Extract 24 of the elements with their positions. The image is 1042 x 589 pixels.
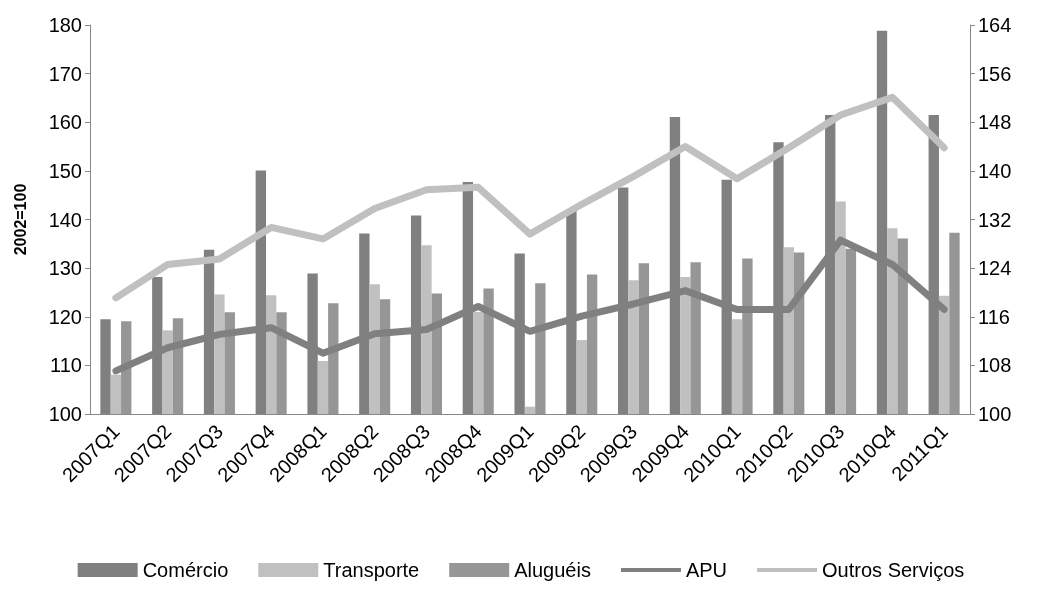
- y2-tick-label: 132: [978, 208, 1012, 231]
- legend-label: APU: [685, 559, 728, 581]
- y2-tick-label: 140: [978, 159, 1012, 182]
- y2-tick-label: 108: [978, 354, 1012, 377]
- y-axis-title: 2002=100: [11, 183, 29, 256]
- y-tick-label: 120: [48, 305, 82, 328]
- y-tick-label: 110: [50, 354, 82, 377]
- y-tick-label: 180: [48, 14, 82, 36]
- y2-tick-label: 164: [978, 14, 1012, 36]
- legend-label: Outros Serviços: [822, 559, 965, 581]
- y2-tick-label: 148: [978, 111, 1012, 134]
- y-tick-label: 150: [48, 159, 82, 182]
- legend-label: Comércio: [142, 559, 229, 581]
- y2-tick-label: 100: [978, 403, 1012, 425]
- y-tick-label: 170: [48, 62, 82, 85]
- y2-tick-label: 116: [978, 305, 1010, 328]
- legend-label: Transporte: [323, 559, 420, 581]
- y-tick-label: 160: [48, 111, 82, 134]
- y-tick-label: 130: [48, 257, 82, 280]
- y-tick-label: 100: [48, 403, 82, 425]
- y2-tick-label: 124: [978, 257, 1012, 280]
- legend-label: Aluguéis: [514, 559, 591, 581]
- y2-tick-label: 156: [978, 62, 1012, 85]
- y-tick-label: 140: [48, 208, 82, 231]
